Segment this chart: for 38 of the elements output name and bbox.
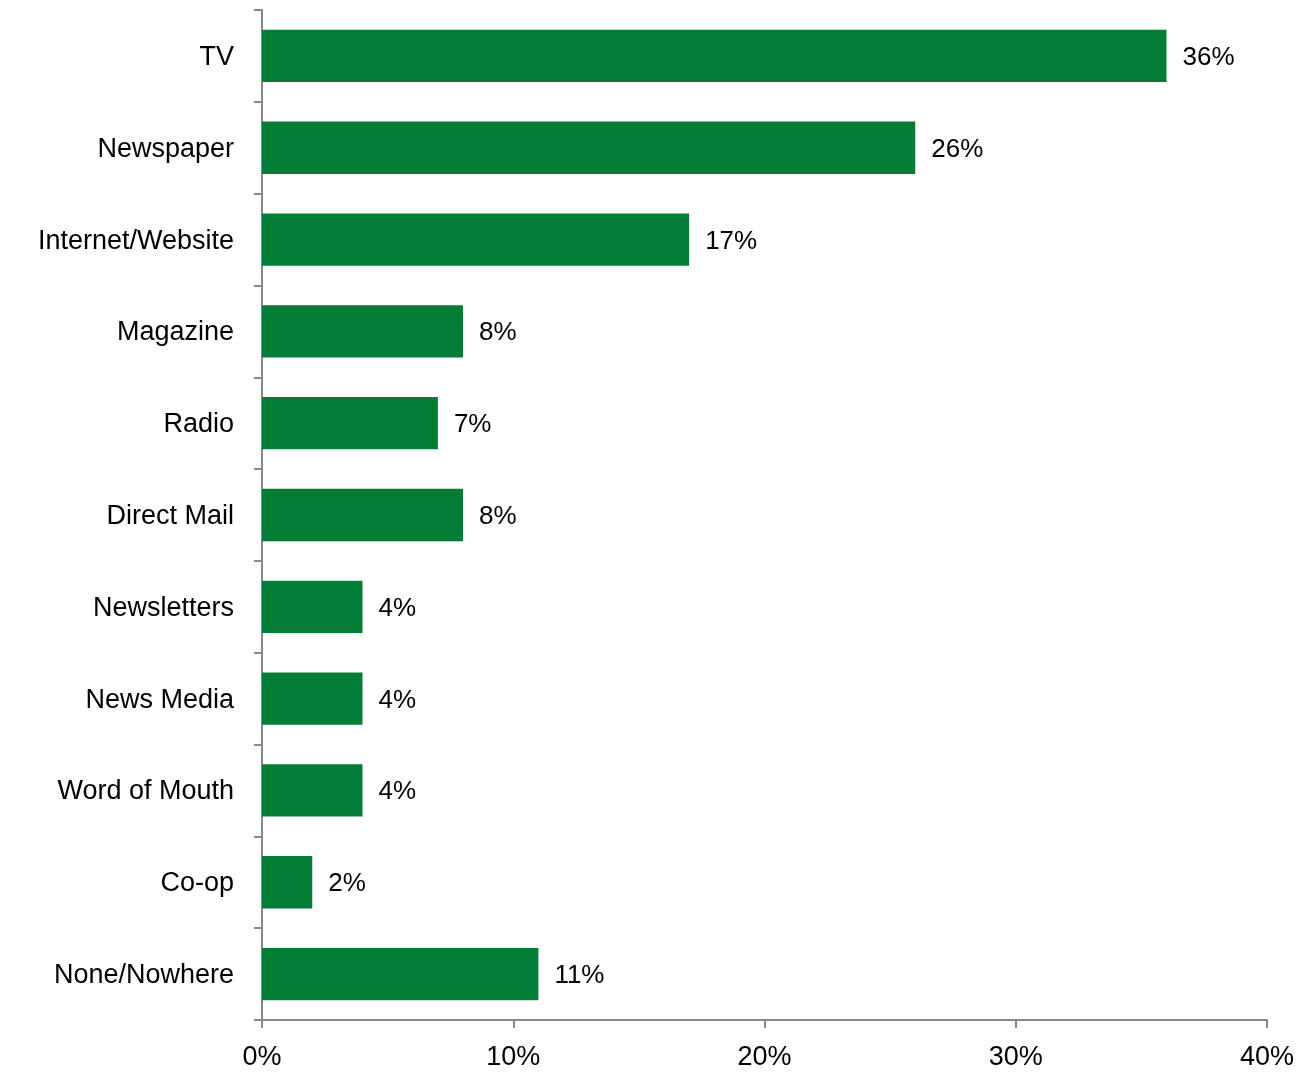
bar [262,580,363,633]
data-label: 4% [378,591,417,622]
bar [262,672,363,725]
data-label: 4% [378,683,417,714]
x-tick-label: 0% [242,1040,282,1071]
data-label: 26% [931,132,984,163]
x-tick-label: 30% [988,1040,1043,1071]
bar [262,213,690,266]
data-label: 2% [328,867,366,898]
y-tick-label: Direct Mail [106,500,234,530]
x-tick-label: 40% [1239,1040,1295,1071]
y-tick-label: Radio [163,408,234,439]
x-tick-label: 20% [737,1040,792,1071]
bar [262,764,363,817]
bar [262,305,463,358]
x-tick-label: 10% [486,1040,541,1071]
bar [262,947,539,1001]
data-label: 11% [554,959,605,990]
y-tick-label: Word of Mouth [57,775,234,806]
data-label: 36% [1182,40,1235,71]
y-tick-label: Magazine [116,316,234,347]
y-tick-label: Newsletters [92,591,234,622]
bar [262,29,1167,83]
y-tick-label: Co-op [160,867,234,898]
bar [262,121,916,174]
data-label: 7% [453,408,492,439]
data-label: 8% [479,500,517,530]
bar [262,856,313,909]
data-label: 17% [705,224,758,255]
y-tick-label: TV [199,40,234,71]
bar [262,488,463,542]
data-label: 4% [378,775,417,806]
data-label: 8% [479,316,517,347]
y-tick-label: None/Nowhere [53,959,234,990]
bar [262,397,438,450]
y-tick-label: Internet/Website [37,224,234,255]
y-tick-label: News Media [85,683,235,714]
y-tick-label: Newspaper [97,132,234,163]
